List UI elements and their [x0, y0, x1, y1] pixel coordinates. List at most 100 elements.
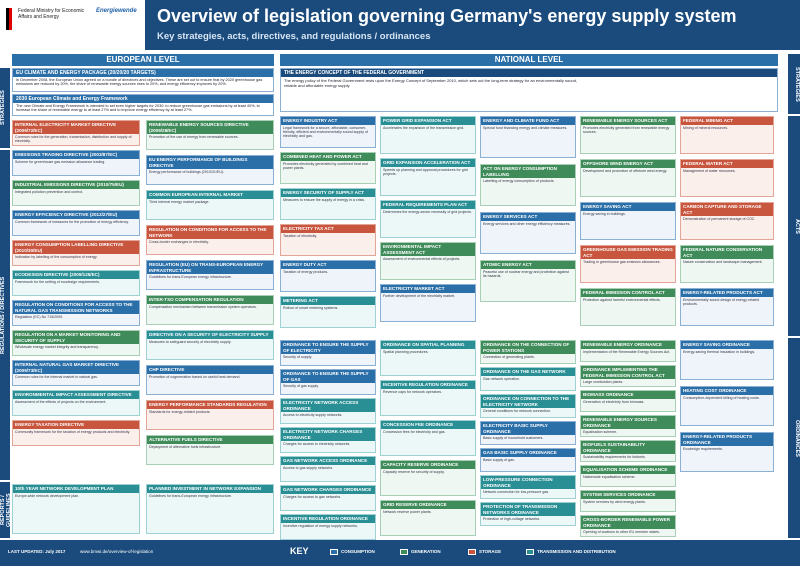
legislation-box: INCENTIVE REGULATION ORDINANCE Revenue ca…: [380, 380, 476, 416]
legislation-box: ENERGY PERFORMANCE STANDARDS REGULATION S…: [146, 400, 274, 430]
legislation-box-heading: ATOMIC ENERGY ACT: [481, 261, 575, 269]
legislation-box-body: Rollout of smart metering systems.: [283, 305, 339, 310]
legislation-box-body: Nature conservation and landscape manage…: [683, 260, 763, 264]
legislation-box-body: Revenue caps for network operators.: [383, 389, 442, 394]
legislation-box-body: Energy saving in buildings.: [583, 211, 626, 216]
legislation-box: BIOMASS ORDINANCE Generation of electrici…: [580, 390, 676, 412]
legislation-box-body: Accelerates the expansion of the transmi…: [383, 125, 465, 130]
legislation-box-heading: ELECTRICITY MARKET ACT: [381, 285, 475, 293]
legislation-box-heading: ENERGY CONSUMPTION LABELLING DIRECTIVE (…: [13, 241, 139, 254]
legislation-box-body: Security of supply.: [283, 355, 313, 359]
legislation-box: EU ENERGY PERFORMANCE OF BUILDINGS DIREC…: [146, 155, 274, 185]
legislation-box: ENERGY CONSUMPTION LABELLING DIRECTIVE (…: [12, 240, 140, 266]
legislation-box-heading: EQUALISATION SCHEME ORDINANCE: [581, 466, 675, 474]
legislation-box-heading: RENEWABLE ENERGY SOURCES ORDINANCE: [581, 416, 675, 429]
legislation-box-heading: CAPACITY RESERVE ORDINANCE: [381, 461, 475, 469]
legislation-box-body: Special fund financing energy and climat…: [483, 125, 568, 130]
legislation-box-heading: ELECTRICITY NETWORK ACCESS ORDINANCE: [281, 399, 375, 412]
legislation-box-body: Assessment of the effects of projects on…: [15, 399, 107, 404]
legislation-box: METERING ACT Rollout of smart metering sy…: [280, 296, 376, 328]
legislation-box-body: Opening of auctions to other EU member s…: [583, 530, 660, 534]
legislation-box-heading: ORDINANCE IMPLEMENTING THE FEDERAL IMMIS…: [581, 366, 675, 379]
legislation-box-body: Network connection for low-pressure gas.: [483, 490, 550, 494]
legislation-box-heading: FEDERAL IMMISSION CONTROL ACT: [581, 289, 675, 297]
legislation-box-body: Charges for access to gas networks.: [283, 494, 342, 499]
legislation-box-heading: COMMON EUROPEAN INTERNAL MARKET: [147, 191, 273, 199]
legend-transmission: TRANSMISSION AND DISTRIBUTION: [526, 549, 616, 555]
legislation-box-heading: BIOMASS ORDINANCE: [581, 391, 675, 399]
legislation-box: ENVIRONMENTAL IMPACT ASSESSMENT ACT Asses…: [380, 242, 476, 280]
legislation-box: GAS NETWORK CHARGES ORDINANCE Charges for…: [280, 485, 376, 511]
legislation-box: ELECTRICITY NETWORK CHARGES ORDINANCE Cha…: [280, 427, 376, 453]
legislation-box-body: Indication by labelling of the consumpti…: [15, 255, 98, 259]
legislation-box-body: Europe-wide network development plan.: [15, 493, 80, 498]
title-band: Overview of legislation governing German…: [145, 0, 800, 50]
national-level-bar: NATIONAL LEVEL: [280, 54, 778, 66]
legend-swatch-transmission: [526, 549, 534, 555]
legislation-box-body: Access to electricity supply networks.: [283, 413, 343, 417]
legislation-box: ORDINANCE TO ENSURE THE SUPPLY OF ELECTR…: [280, 340, 376, 366]
legislation-box-body: Energy-saving thermal insulation in buil…: [683, 349, 756, 354]
legislation-box-heading: ORDINANCE ON SPATIAL PLANNING: [381, 341, 475, 349]
legislation-box-body: Standards for energy-related products.: [149, 409, 211, 414]
legend-consumption: CONSUMPTION: [330, 549, 375, 555]
legislation-box-body: Network reserve power plants.: [383, 509, 432, 514]
side-label-regulations: REGULATIONS / DIRECTIVES: [0, 150, 10, 480]
legislation-box-body: Management of water resources.: [683, 168, 736, 173]
legend-label-storage: STORAGE: [479, 549, 502, 555]
legislation-box-heading: INTER-TSO COMPENSATION REGULATION: [147, 296, 273, 304]
legislation-box-heading: ENERGY PERFORMANCE STANDARDS REGULATION: [147, 401, 273, 409]
side-label-acts: ACTS: [788, 116, 800, 336]
legislation-box: ENERGY INDUSTRY ACT Legal framework for a…: [280, 116, 376, 148]
legislation-box-body: Access to gas supply networks.: [283, 465, 334, 470]
legislation-box: ALTERNATIVE FUELS DIRECTIVE Deployment of…: [146, 435, 274, 465]
legislation-box-heading: ENERGY AND CLIMATE FUND ACT: [481, 117, 575, 125]
legislation-box-body: Development and promotion of offshore wi…: [583, 168, 668, 173]
legislation-box: EMISSIONS TRADING DIRECTIVE (2003/87/EC)…: [12, 150, 140, 176]
legislation-box: EQUALISATION SCHEME ORDINANCE Nationwide …: [580, 465, 676, 487]
energy-concept-heading: THE ENERGY CONCEPT OF THE FEDERAL GOVERN…: [281, 69, 777, 77]
legislation-box-heading: ELECTRICITY TAX ACT: [281, 225, 375, 233]
legislation-box-body: Guidelines for trans-European energy inf…: [149, 493, 232, 498]
legislation-box-heading: ENERGY INDUSTRY ACT: [281, 117, 375, 125]
footer-url[interactable]: www.bmwi.de/overview-of-legislation: [80, 549, 154, 554]
legislation-box-body: Wholesale energy market integrity and tr…: [15, 345, 99, 349]
legislation-box-body: Third internal energy market package.: [149, 199, 210, 204]
legend-label-transmission: TRANSMISSION AND DISTRIBUTION: [537, 549, 616, 555]
energiewende-logo: Energiewende: [96, 8, 137, 38]
legislation-box-body: Charges for access to electricity networ…: [283, 442, 351, 446]
legislation-box-heading: REGULATION (EU) ON TRANS-EUROPEAN ENERGY…: [147, 261, 273, 274]
legislation-box: GREENHOUSE GAS EMISSION TRADING ACT Tradi…: [580, 245, 676, 283]
legislation-box-body: Taxation of electricity.: [283, 233, 318, 238]
legislation-box-heading: ENVIRONMENTAL IMPACT ASSESSMENT ACT: [381, 243, 475, 256]
legislation-box: CAPACITY RESERVE ORDINANCE Capacity reser…: [380, 460, 476, 496]
flag-icon: [6, 8, 12, 30]
legislation-box: INTERNAL ELECTRICITY MARKET DIRECTIVE (2…: [12, 120, 140, 146]
legislation-box: LOW-PRESSURE CONNECTION ORDINANCE Network…: [480, 475, 576, 499]
legislation-box: REGULATION ON CONDITIONS FOR ACCESS TO T…: [12, 300, 140, 326]
legislation-box: ENERGY DUTY ACT Taxation of energy produc…: [280, 260, 376, 292]
header: Federal Ministry for Economic Affairs an…: [0, 0, 800, 50]
legislation-box: ORDINANCE ON THE CONNECTION OF POWER STA…: [480, 340, 576, 364]
legislation-box-body: Compensation mechanism between transmiss…: [149, 304, 257, 309]
legislation-box-body: Speeds up planning and approval procedur…: [383, 167, 468, 176]
legislation-box-heading: SYSTEM SERVICES ORDINANCE: [581, 491, 675, 499]
legislation-box-body: Generation of electricity from biomass.: [583, 399, 645, 404]
eu-2030-body: The new Climate and Energy Framework is …: [16, 104, 260, 113]
legislation-box-heading: ELECTRICITY BASIC SUPPLY ORDINANCE: [481, 422, 575, 435]
legislation-box: ELECTRICITY MARKET ACT Further developmen…: [380, 284, 476, 322]
legislation-box-heading: ALTERNATIVE FUELS DIRECTIVE: [147, 436, 273, 444]
legislation-box-body: Community framework for the taxation of …: [15, 429, 131, 434]
legislation-box: 10th YEAR NETWORK DEVELOPMENT PLAN Europe…: [12, 484, 140, 534]
legislation-box-body: Cross-border exchanges in electricity.: [149, 240, 209, 244]
legislation-box-heading: GREENHOUSE GAS EMISSION TRADING ACT: [581, 246, 675, 259]
legislation-box-heading: ELECTRICITY NETWORK CHARGES ORDINANCE: [281, 428, 375, 441]
legislation-box-heading: ENERGY SAVING ACT: [581, 203, 675, 211]
legislation-box: CARBON CAPTURE AND STORAGE ACT Demonstrat…: [680, 202, 774, 240]
legislation-box: ORDINANCE TO ENSURE THE SUPPLY OF GAS Sec…: [280, 369, 376, 395]
legislation-box-body: Promotes electricity generated by combin…: [283, 161, 368, 170]
legislation-box-body: Scheme for greenhouse gas emission allow…: [15, 159, 106, 164]
legend-generation: GENERATION: [400, 549, 441, 555]
side-label-ordinances: ORDINANCES: [788, 338, 800, 538]
legislation-box: ENERGY TAXATION DIRECTIVE Community frame…: [12, 420, 140, 446]
